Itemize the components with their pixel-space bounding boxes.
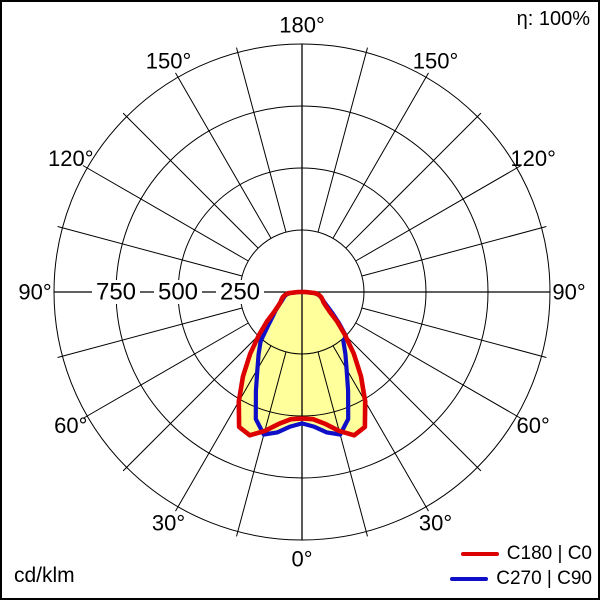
radial-tick-label: 500 <box>158 279 198 306</box>
angle-label: 30° <box>419 511 452 536</box>
legend-label-c180-c0: C180 | C0 <box>506 543 592 564</box>
grid-spoke <box>345 112 482 249</box>
angle-label: 0° <box>291 547 312 572</box>
radial-tick-mask <box>154 280 202 304</box>
angle-label: 60° <box>54 413 87 438</box>
radial-tick-labels: 250 500 750 <box>92 279 264 306</box>
grid-spoke <box>317 351 368 537</box>
radial-tick-label: 750 <box>96 279 136 306</box>
grid-spoke <box>122 335 259 472</box>
grid-spoke <box>355 165 522 262</box>
legend-line-blue <box>450 577 489 581</box>
grid-spoke <box>82 165 249 262</box>
grid-spoke <box>345 335 482 472</box>
unit-label: cd/klm <box>14 564 75 587</box>
angle-label: 150° <box>146 48 192 73</box>
angle-label: 180° <box>279 13 325 38</box>
series-curve-c180-c0 <box>236 289 368 438</box>
efficiency-label: η: 100% <box>516 8 590 30</box>
legend: C180 | C0 C270 | C90 <box>450 543 592 590</box>
grid-spoke <box>175 72 272 239</box>
radial-tick-mask <box>216 280 264 304</box>
grid-spoke <box>361 226 547 277</box>
legend-item-c180-c0: C180 | C0 <box>460 543 592 565</box>
angle-label: 120° <box>510 146 556 171</box>
grid-spoke <box>332 72 429 239</box>
angle-label: 90° <box>552 280 585 305</box>
grid-spoke <box>317 47 368 233</box>
grid-spoke <box>57 226 243 277</box>
grid-spoke <box>236 47 287 233</box>
grid-spoke <box>361 307 547 358</box>
angle-label: 60° <box>517 413 550 438</box>
grid-spoke <box>57 307 243 358</box>
legend-item-c270-c90: C270 | C90 <box>450 568 592 590</box>
legend-line-red <box>460 552 499 556</box>
grid-spoke <box>236 351 287 537</box>
radial-tick-mask <box>92 280 140 304</box>
angle-label: 150° <box>413 48 459 73</box>
angle-label: 120° <box>48 146 94 171</box>
grid-spoke <box>82 322 249 419</box>
grid-spoke <box>355 322 522 419</box>
legend-label-c270-c90: C270 | C90 <box>496 568 592 589</box>
angle-label: 90° <box>18 280 51 305</box>
angle-labels: 0° 30° 60° 90° 120° 150° 180° 30° 60° 90° 120° 150° <box>18 13 585 572</box>
grid-spoke <box>122 112 259 249</box>
angle-label: 30° <box>152 511 185 536</box>
radial-tick-label: 250 <box>220 279 260 306</box>
